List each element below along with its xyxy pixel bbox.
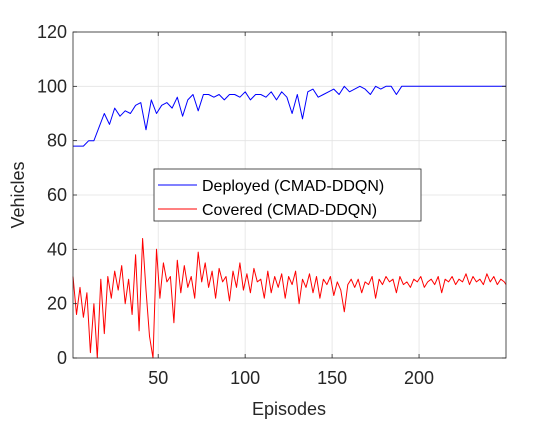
y-axis-label: Vehicles — [8, 161, 28, 228]
y-tick-label: 120 — [37, 22, 67, 42]
x-axis-label: Episodes — [252, 399, 326, 419]
legend: Deployed (CMAD-DDQN) Covered (CMAD-DDQN) — [153, 168, 422, 222]
y-tick-label: 80 — [47, 131, 67, 151]
y-tick-label: 60 — [47, 185, 67, 205]
legend-label-covered: Covered (CMAD-DDQN) — [202, 202, 377, 219]
series-line-covered — [72, 238, 507, 359]
y-tick-label: 0 — [57, 348, 67, 368]
x-tick-label: 100 — [230, 368, 260, 388]
series-lines — [72, 85, 507, 359]
x-tick-label: 150 — [317, 368, 347, 388]
y-tick-label: 40 — [47, 239, 67, 259]
y-tick-label: 100 — [37, 76, 67, 96]
x-tick-label: 200 — [404, 368, 434, 388]
x-tick-label: 50 — [148, 368, 168, 388]
legend-box — [153, 168, 422, 222]
series-line-deployed — [73, 85, 506, 147]
y-tick-label: 20 — [47, 294, 67, 314]
legend-label-deployed: Deployed (CMAD-DDQN) — [202, 178, 384, 195]
axis-ticks: 50 100 150 200 0 20 40 60 80 100 120 — [37, 22, 506, 388]
